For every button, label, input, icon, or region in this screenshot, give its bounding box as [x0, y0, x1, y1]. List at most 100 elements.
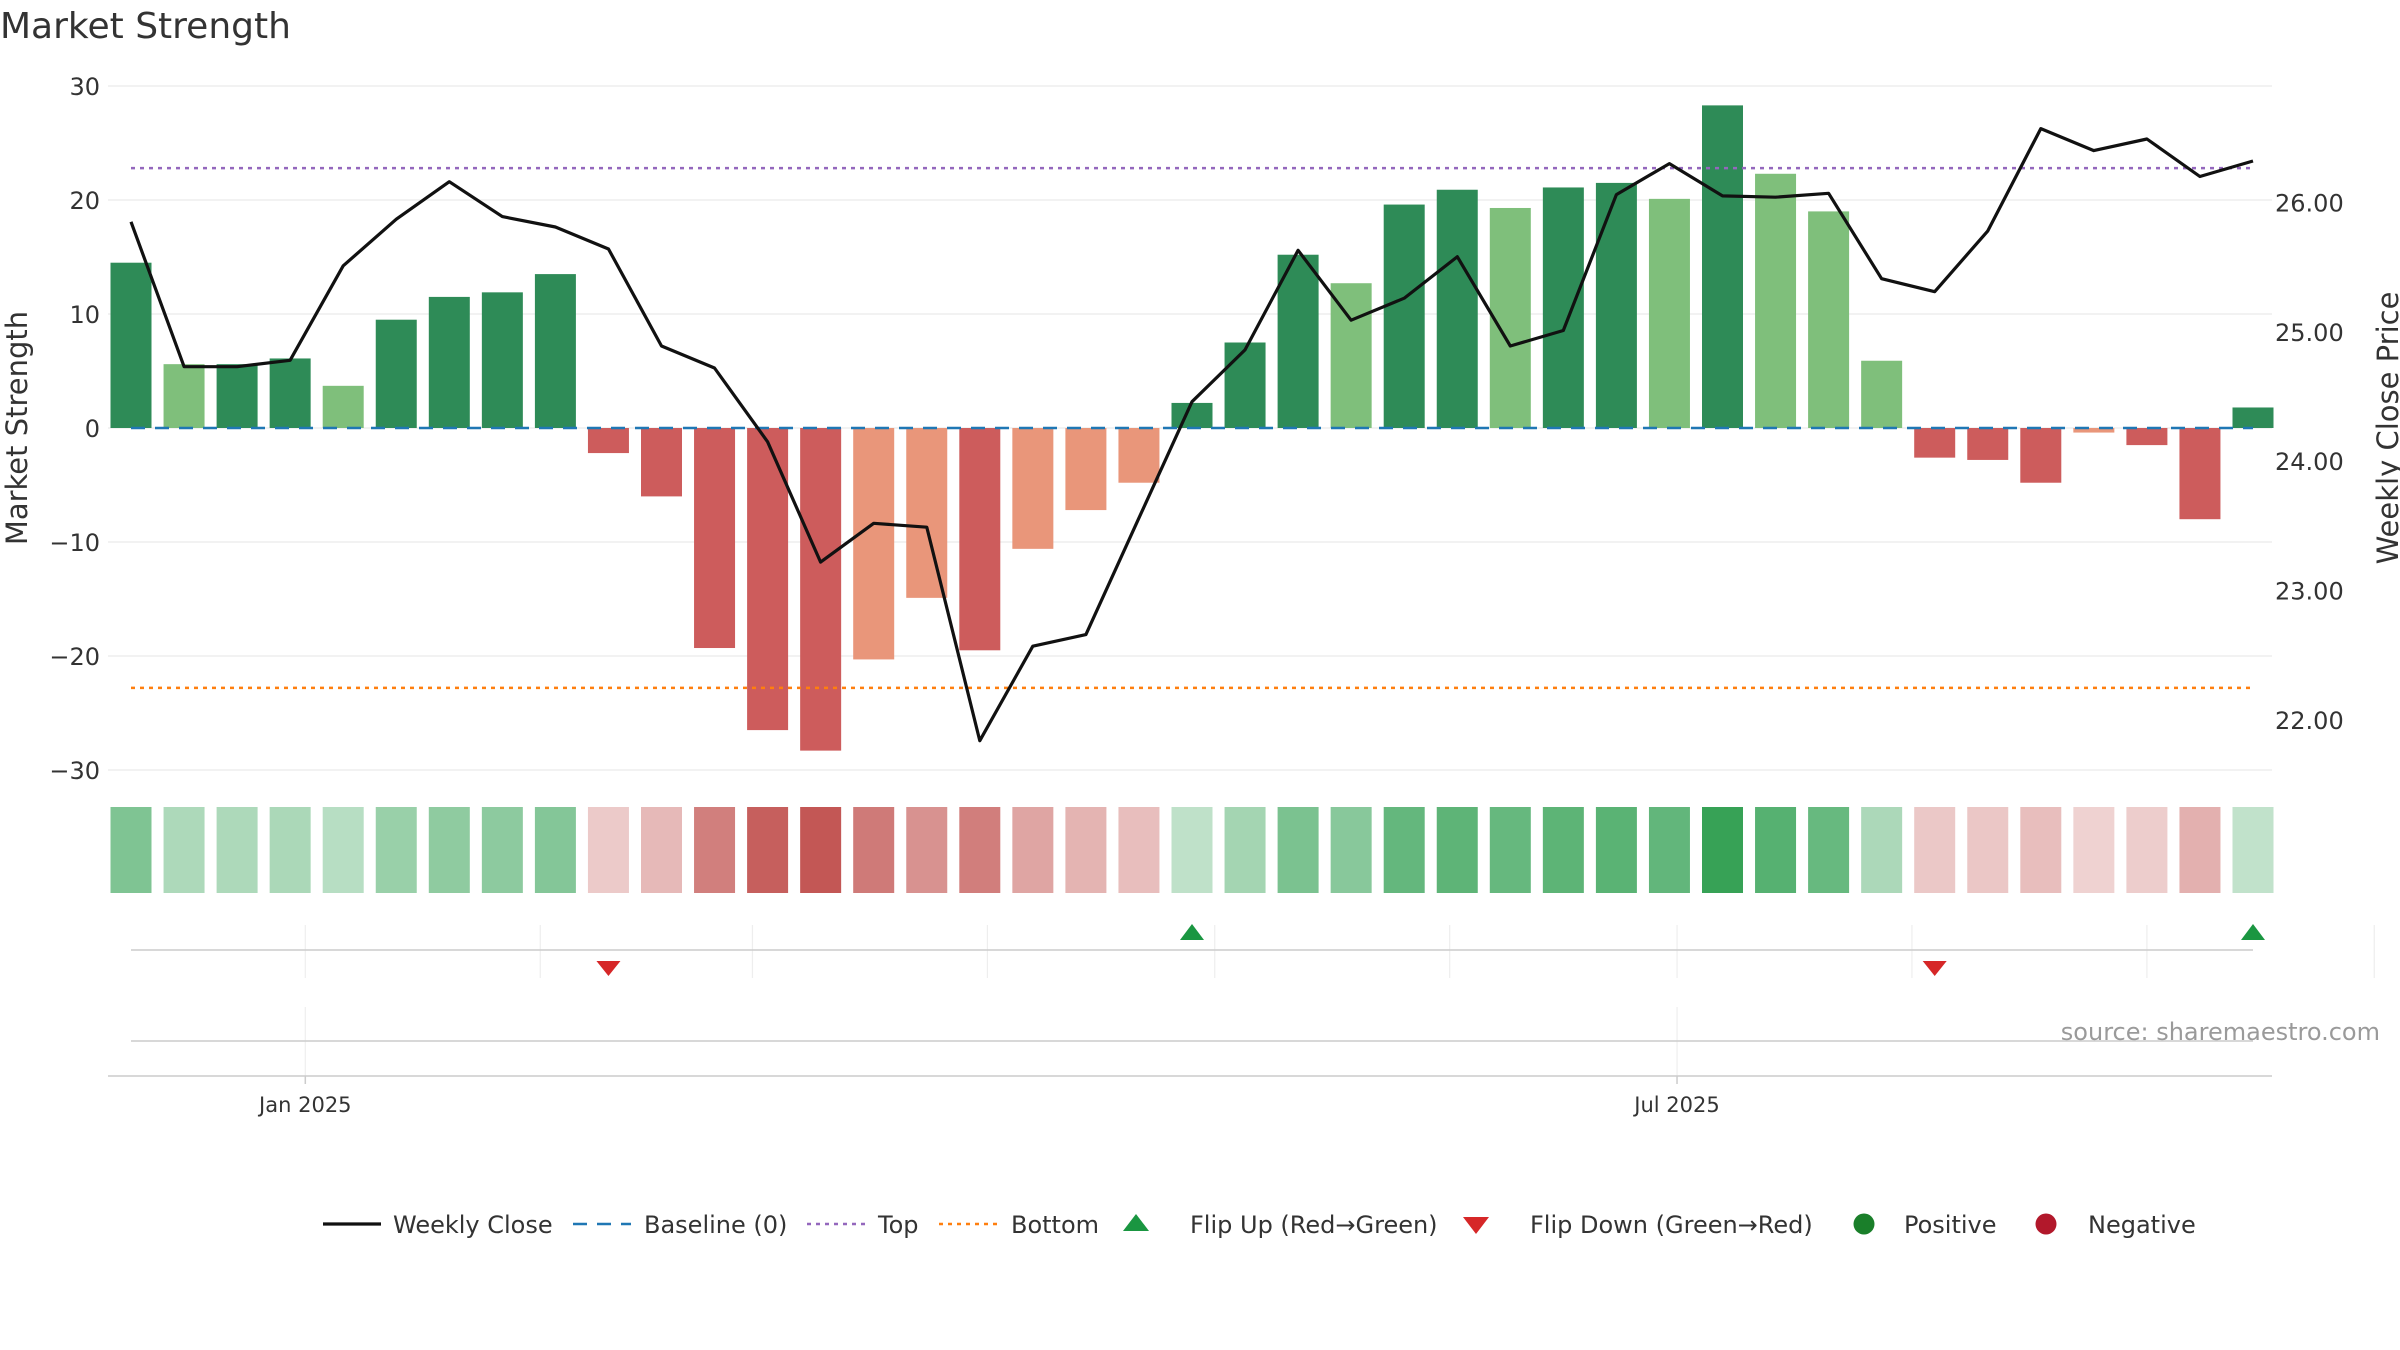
legend-label: Bottom — [1011, 1211, 1099, 1239]
flip-up-marker — [1180, 924, 1204, 940]
legend-label: Top — [877, 1211, 919, 1239]
heat-cell — [428, 807, 470, 893]
heat-cell — [1648, 807, 1690, 893]
strength-bar — [1171, 402, 1213, 428]
y-axis-title: Market Strength — [0, 311, 34, 545]
reference-lines — [131, 166, 2253, 690]
heat-cell — [2232, 807, 2274, 893]
legend-label: Flip Up (Red→Green) — [1190, 1211, 1438, 1239]
source-credit: source: sharemaestro.com — [2061, 1018, 2380, 1046]
strength-bar — [1702, 105, 1743, 428]
strength-bar — [2232, 407, 2274, 428]
legend: Weekly Close Baseline (0) Top Bottom Flip Up… — [323, 1211, 2196, 1239]
y-tick-label: −20 — [49, 643, 100, 671]
heat-cell — [853, 807, 895, 893]
y-tick-label: 10 — [69, 301, 100, 329]
strength-bar — [2126, 428, 2168, 446]
heat-cell — [1436, 807, 1478, 893]
strength-bar — [1065, 428, 1107, 511]
strength-bar — [2020, 428, 2062, 483]
heat-cell — [1808, 807, 1850, 893]
strength-bar — [694, 428, 736, 649]
heat-cell — [959, 807, 1001, 893]
heat-cell — [1542, 807, 1584, 893]
heat-cell — [1171, 807, 1213, 893]
y-tick-label: −30 — [49, 757, 100, 785]
heat-cell — [375, 807, 417, 893]
strength-bar — [1012, 428, 1054, 549]
heat-cell — [322, 807, 364, 893]
strength-bar — [1861, 360, 1903, 428]
y-tick-label: −10 — [49, 529, 100, 557]
strength-bar — [1224, 342, 1266, 428]
strength-bar — [1330, 283, 1372, 428]
y2-tick-label: 23.00 — [2275, 578, 2344, 606]
heat-cell — [534, 807, 576, 893]
strength-bar — [375, 319, 417, 428]
y2-tick-label: 25.00 — [2275, 319, 2344, 347]
date-tick-label: Jul 2025 — [1632, 1093, 1719, 1117]
legend-label: Positive — [1904, 1211, 1997, 1239]
legend-label: Baseline (0) — [644, 1211, 787, 1239]
legend-swatch-negative — [2035, 1213, 2057, 1235]
strength-bar — [1755, 173, 1797, 428]
heat-cell — [800, 807, 842, 893]
heat-cell — [1914, 807, 1956, 893]
strength-bar — [216, 364, 258, 428]
heat-cell — [481, 807, 523, 893]
heat-cell — [1595, 807, 1637, 893]
heat-cell — [1861, 807, 1903, 893]
strength-bar — [1595, 182, 1637, 428]
heat-cell — [694, 807, 736, 893]
heat-cell — [1967, 807, 2009, 893]
strength-bar — [322, 385, 364, 428]
strength-bar — [428, 296, 470, 428]
weekly-close-line — [129, 127, 2254, 743]
strength-bar — [1118, 428, 1160, 483]
strength-bar — [587, 428, 629, 454]
date-tick-label: Jan 2025 — [257, 1093, 352, 1117]
strength-heat-strip — [110, 807, 2274, 893]
strength-bar — [800, 428, 842, 751]
heat-cell — [2073, 807, 2115, 893]
heat-cell — [1118, 807, 1160, 893]
strength-bar — [534, 274, 576, 428]
strength-bar — [481, 292, 523, 428]
flip-down-marker — [1922, 961, 1947, 976]
strength-bar — [163, 364, 205, 428]
strength-bar — [110, 262, 152, 428]
heat-cell — [269, 807, 311, 893]
legend-swatch-flip-down — [1463, 1217, 1489, 1234]
heat-cell — [747, 807, 789, 893]
heat-cell — [1383, 807, 1425, 893]
y2-axis-title: Weekly Close Price — [2371, 292, 2400, 565]
right-y-axis: 26.00 25.00 24.00 23.00 22.00 — [2275, 189, 2344, 735]
heat-cell — [1012, 807, 1054, 893]
strength-bar — [1808, 211, 1850, 428]
heat-cell — [110, 807, 152, 893]
weekly-close-series — [129, 127, 2254, 743]
strength-bar — [1489, 207, 1531, 428]
y2-tick-label: 26.00 — [2275, 189, 2344, 217]
heat-cell — [1277, 807, 1319, 893]
strength-bar — [853, 428, 895, 660]
chart-title: Market Strength — [0, 6, 291, 47]
heat-cell — [1702, 807, 1743, 893]
heat-cell — [906, 807, 948, 893]
strength-bar — [906, 428, 948, 598]
strength-bar — [2073, 428, 2115, 433]
heat-cell — [1755, 807, 1797, 893]
heat-cell — [2020, 807, 2062, 893]
legend-label: Flip Down (Green→Red) — [1530, 1211, 1813, 1239]
strength-bar — [641, 428, 682, 497]
strength-bar — [1436, 189, 1478, 428]
heat-cell — [163, 807, 205, 893]
flip-down-marker — [596, 961, 621, 976]
heat-cell — [587, 807, 629, 893]
heat-cell — [1330, 807, 1372, 893]
strength-bars — [110, 105, 2274, 751]
strength-bar — [269, 358, 311, 428]
strength-bar — [747, 428, 789, 731]
strength-bar — [1648, 198, 1690, 428]
